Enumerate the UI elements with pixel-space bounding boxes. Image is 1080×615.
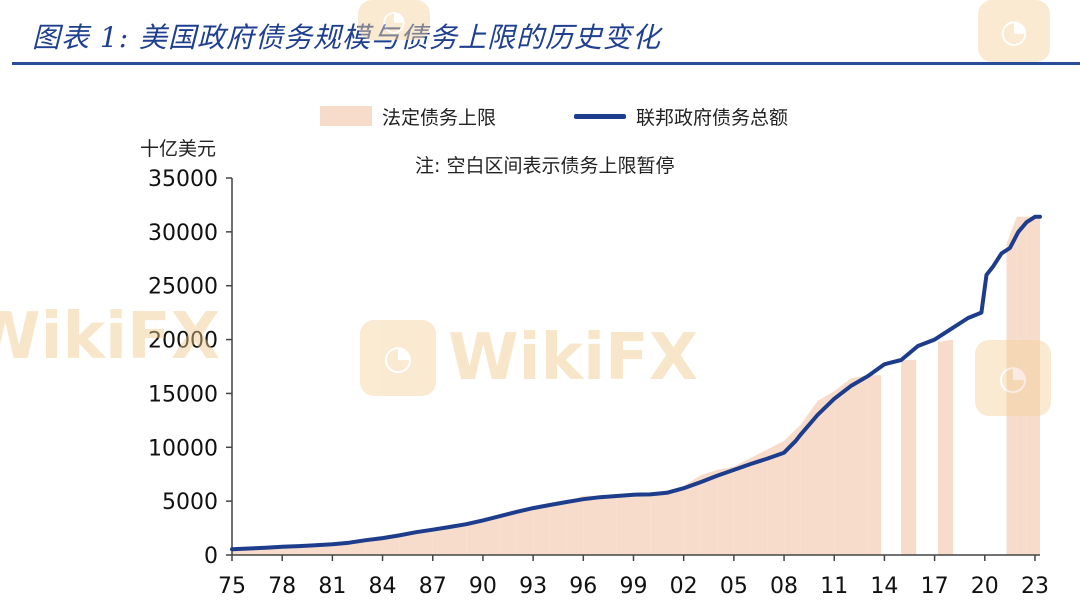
- x-tick-label: 78: [268, 574, 296, 599]
- debt-ceiling-area-segment: [717, 466, 734, 555]
- x-tick-label: 93: [519, 574, 547, 599]
- debt-ceiling-area-segment: [784, 424, 801, 555]
- debt-ceiling-area-segment: [466, 520, 483, 555]
- y-tick-label: 25000: [148, 275, 218, 300]
- debt-ceiling-area-segment: [1026, 216, 1040, 555]
- debt-ceiling-area-segment: [700, 469, 718, 555]
- debt-ceiling-area-segment: [666, 486, 684, 555]
- debt-ceiling-area-segment: [566, 495, 584, 555]
- debt-ceiling-area-segment: [1016, 216, 1027, 555]
- debt-ceiling-area-segment: [867, 375, 882, 555]
- y-tick-label: 30000: [148, 221, 218, 246]
- y-tick-label: 15000: [148, 382, 218, 407]
- x-tick-label: 81: [318, 574, 346, 599]
- debt-ceiling-area-segment: [937, 339, 954, 555]
- figure-title: 图表 1: 美国政府债务规模与债务上限的历史变化: [32, 21, 662, 54]
- debt-ceiling-area-segment: [817, 391, 835, 555]
- y-axis-unit-label: 十亿美元: [140, 138, 217, 160]
- y-tick-label: 10000: [148, 436, 218, 461]
- debt-ceiling-area-segment: [399, 532, 417, 555]
- x-tick-label: 14: [870, 574, 898, 599]
- x-tick-label: 87: [419, 574, 447, 599]
- legend-swatch-line: [574, 113, 627, 119]
- x-tick-label: 75: [218, 574, 246, 599]
- x-tick-label: 17: [921, 574, 949, 599]
- debt-ceiling-area-segment: [650, 491, 667, 555]
- debt-ceiling-area-segment: [533, 505, 550, 555]
- debt-ceiling-area-segment: [1006, 216, 1017, 555]
- debt-ceiling-area-segment: [850, 375, 868, 555]
- debt-ceiling-area-segment: [600, 495, 617, 555]
- debt-ceiling-area-segment: [549, 502, 567, 555]
- debt-ceiling-area-segment: [382, 534, 400, 555]
- debt-ceiling-area-segment: [633, 492, 651, 555]
- x-tick-label: 90: [469, 574, 497, 599]
- x-tick-label: 84: [369, 574, 397, 599]
- header-band: [0, 0, 1080, 62]
- y-tick-label: 20000: [148, 329, 218, 354]
- debt-ceiling-area-segment: [683, 475, 701, 555]
- debt-ceiling-area-segment: [516, 508, 534, 555]
- debt-ceiling-area-segment: [750, 449, 768, 555]
- debt-ceiling-area-segment: [583, 495, 601, 555]
- x-tick-label: 20: [971, 574, 999, 599]
- y-tick-label: 0: [204, 544, 218, 569]
- debt-ceiling-area-segment: [432, 526, 450, 555]
- x-tick-label: 23: [1021, 574, 1049, 599]
- x-tick-label: 02: [670, 574, 698, 599]
- debt-ceiling-area-segment: [416, 529, 433, 555]
- debt-ceiling-area-segment: [449, 524, 467, 555]
- debt-ceiling-area-segment: [332, 543, 350, 555]
- chart-legend: 法定债务上限 联邦政府债务总额: [320, 103, 866, 129]
- legend-swatch-area: [320, 106, 372, 126]
- debt-ceiling-area-segment: [733, 458, 751, 555]
- debt-ceiling-area-segment: [800, 400, 818, 555]
- x-tick-label: 05: [720, 574, 748, 599]
- y-tick-label: 35000: [148, 167, 218, 192]
- x-tick-label: 96: [569, 574, 597, 599]
- legend-label-federal-debt: 联邦政府债务总额: [636, 106, 789, 129]
- debt-ceiling-area-segment: [767, 440, 785, 555]
- federal-debt-line: [230, 214, 1042, 552]
- x-tick-label: 99: [619, 574, 647, 599]
- debt-ceiling-area-segment: [901, 360, 917, 555]
- debt-ceiling-area-segment: [499, 510, 517, 555]
- debt-ceiling-area-segment: [834, 378, 851, 555]
- y-tick-label: 5000: [162, 490, 218, 515]
- x-tick-label: 11: [820, 574, 848, 599]
- debt-ceiling-area-segment: [616, 494, 634, 555]
- debt-ceiling-area-segment: [482, 516, 500, 555]
- x-tick-label: 08: [770, 574, 798, 599]
- chart-note: 注: 空白区间表示债务上限暂停: [415, 155, 675, 177]
- legend-item-federal-debt: 联邦政府债务总额: [574, 103, 788, 130]
- legend-item-debt-ceiling: 法定债务上限: [320, 103, 496, 130]
- debt-ceiling-area-segment: [365, 537, 383, 555]
- legend-label-debt-ceiling: 法定债务上限: [382, 106, 497, 129]
- title-divider: [12, 62, 1080, 65]
